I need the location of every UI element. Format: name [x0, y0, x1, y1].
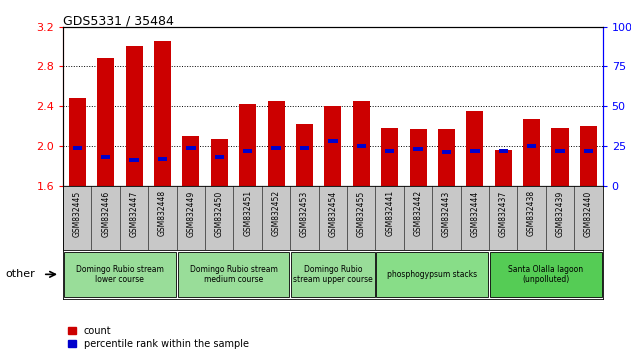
Text: Domingo Rubio stream
lower course: Domingo Rubio stream lower course — [76, 265, 164, 284]
Bar — [271, 145, 281, 150]
Bar — [413, 147, 423, 151]
Bar — [324, 106, 341, 186]
Bar — [357, 144, 366, 148]
Bar — [291, 252, 375, 297]
Bar — [211, 139, 228, 186]
Bar — [527, 144, 536, 148]
Text: GSM832447: GSM832447 — [129, 190, 139, 236]
Text: GSM832455: GSM832455 — [357, 190, 366, 236]
Bar — [101, 155, 110, 159]
Bar — [215, 155, 224, 159]
Bar — [177, 252, 290, 297]
Bar — [64, 252, 176, 297]
Bar — [268, 101, 285, 186]
Bar — [555, 149, 565, 153]
Bar — [69, 98, 86, 186]
Text: Domingo Rubio stream
medium course: Domingo Rubio stream medium course — [189, 265, 278, 284]
Text: GSM832442: GSM832442 — [413, 190, 423, 236]
Text: GSM832450: GSM832450 — [215, 190, 224, 236]
Bar — [438, 129, 455, 186]
Text: GSM832451: GSM832451 — [243, 190, 252, 236]
Bar — [410, 129, 427, 186]
Bar — [158, 157, 167, 161]
Text: GSM832437: GSM832437 — [498, 190, 508, 236]
Legend: count, percentile rank within the sample: count, percentile rank within the sample — [68, 326, 249, 349]
Text: GSM832449: GSM832449 — [186, 190, 196, 236]
Bar — [490, 252, 602, 297]
Text: GSM832452: GSM832452 — [271, 190, 281, 236]
Bar — [498, 149, 508, 153]
Bar — [466, 111, 483, 186]
Text: GSM832440: GSM832440 — [584, 190, 593, 236]
Text: GSM832445: GSM832445 — [73, 190, 82, 236]
Bar — [580, 126, 597, 186]
Bar — [126, 46, 143, 186]
Text: phosphogypsum stacks: phosphogypsum stacks — [387, 270, 477, 279]
Bar — [97, 58, 114, 186]
Bar — [73, 145, 82, 150]
Bar — [442, 150, 451, 154]
Bar — [470, 149, 480, 153]
Bar — [300, 145, 309, 150]
Text: other: other — [5, 269, 35, 279]
Text: GSM832453: GSM832453 — [300, 190, 309, 236]
Text: GSM832439: GSM832439 — [555, 190, 565, 236]
Bar — [296, 124, 313, 186]
Text: GSM832446: GSM832446 — [101, 190, 110, 236]
Text: GSM832438: GSM832438 — [527, 190, 536, 236]
Text: GSM832454: GSM832454 — [328, 190, 338, 236]
Bar — [551, 128, 569, 186]
Bar — [129, 158, 139, 162]
Bar — [186, 145, 196, 150]
Bar — [243, 149, 252, 153]
Text: Santa Olalla lagoon
(unpolluted): Santa Olalla lagoon (unpolluted) — [508, 265, 584, 284]
Bar — [381, 128, 398, 186]
Text: GDS5331 / 35484: GDS5331 / 35484 — [63, 14, 174, 27]
Text: GSM832444: GSM832444 — [470, 190, 480, 236]
Text: Domingo Rubio
stream upper course: Domingo Rubio stream upper course — [293, 265, 373, 284]
Bar — [584, 149, 593, 153]
Bar — [385, 149, 394, 153]
Bar — [353, 101, 370, 186]
Bar — [523, 119, 540, 186]
Text: GSM832441: GSM832441 — [385, 190, 394, 236]
Bar — [182, 136, 199, 186]
Bar — [154, 41, 171, 186]
Text: GSM832448: GSM832448 — [158, 190, 167, 236]
Bar — [328, 139, 338, 143]
Bar — [376, 252, 488, 297]
Bar — [239, 104, 256, 186]
Text: GSM832443: GSM832443 — [442, 190, 451, 236]
Bar — [495, 150, 512, 186]
